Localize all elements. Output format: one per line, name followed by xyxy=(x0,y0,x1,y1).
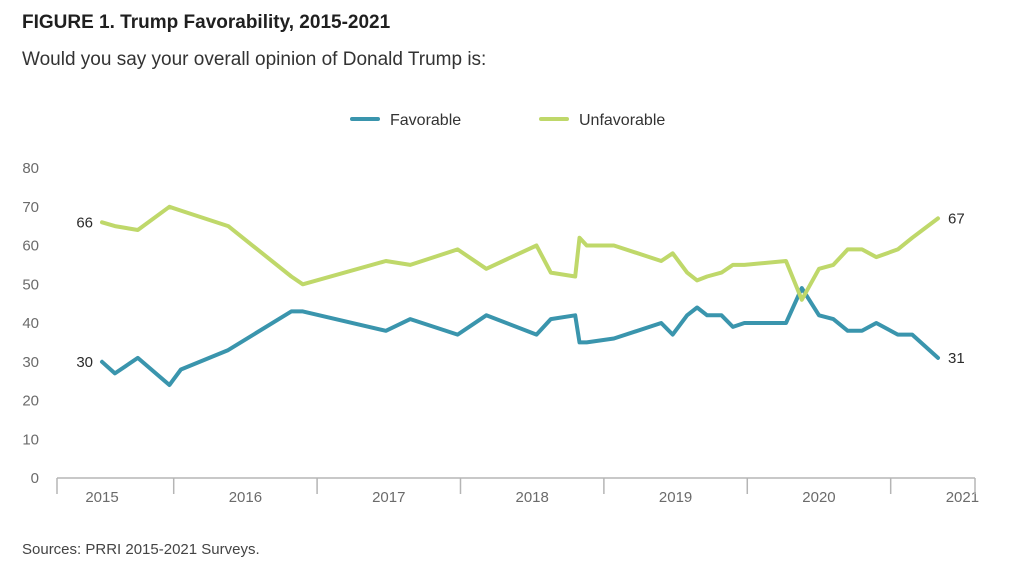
x-tick-label: 2019 xyxy=(659,489,692,506)
y-tick-label: 0 xyxy=(31,470,39,487)
x-tick-label: 2017 xyxy=(372,489,405,506)
x-tick-label: 2015 xyxy=(85,489,118,506)
series-layer xyxy=(100,204,940,387)
x-tick-label: 2020 xyxy=(802,489,835,506)
x-tick-label: 2021 xyxy=(946,489,979,506)
y-axis: 0 10 20 30 40 50 60 70 80 xyxy=(22,160,39,487)
end-label-unfavorable: 67 xyxy=(948,210,965,227)
y-tick-label: 30 xyxy=(22,354,39,371)
legend-label-favorable: Favorable xyxy=(390,112,461,129)
y-tick-label: 60 xyxy=(22,238,39,255)
y-tick-label: 10 xyxy=(22,431,39,448)
series-line-unfavorable xyxy=(100,204,940,302)
source-note: Sources: PRRI 2015-2021 Surveys. xyxy=(22,541,260,558)
chart-subtitle: Would you say your overall opinion of Do… xyxy=(22,49,487,70)
start-label-unfavorable: 66 xyxy=(76,214,93,231)
y-tick-label: 70 xyxy=(22,199,39,216)
end-labels: 30 31 66 67 xyxy=(76,210,964,370)
chart-title: FIGURE 1. Trump Favorability, 2015-2021 xyxy=(22,12,391,33)
legend-label-unfavorable: Unfavorable xyxy=(579,112,665,129)
x-tick-label: 2018 xyxy=(516,489,549,506)
x-tick-label: 2016 xyxy=(229,489,262,506)
x-axis: 2015 2016 2017 2018 2019 2020 2021 xyxy=(56,477,979,506)
y-tick-label: 20 xyxy=(22,393,39,410)
y-tick-label: 40 xyxy=(22,315,39,332)
legend: Favorable Unfavorable xyxy=(350,112,665,129)
y-tick-label: 50 xyxy=(22,276,39,293)
end-label-favorable: 31 xyxy=(948,350,965,367)
start-label-favorable: 30 xyxy=(76,354,93,371)
y-tick-label: 80 xyxy=(22,160,39,177)
series-line-favorable xyxy=(100,286,940,387)
